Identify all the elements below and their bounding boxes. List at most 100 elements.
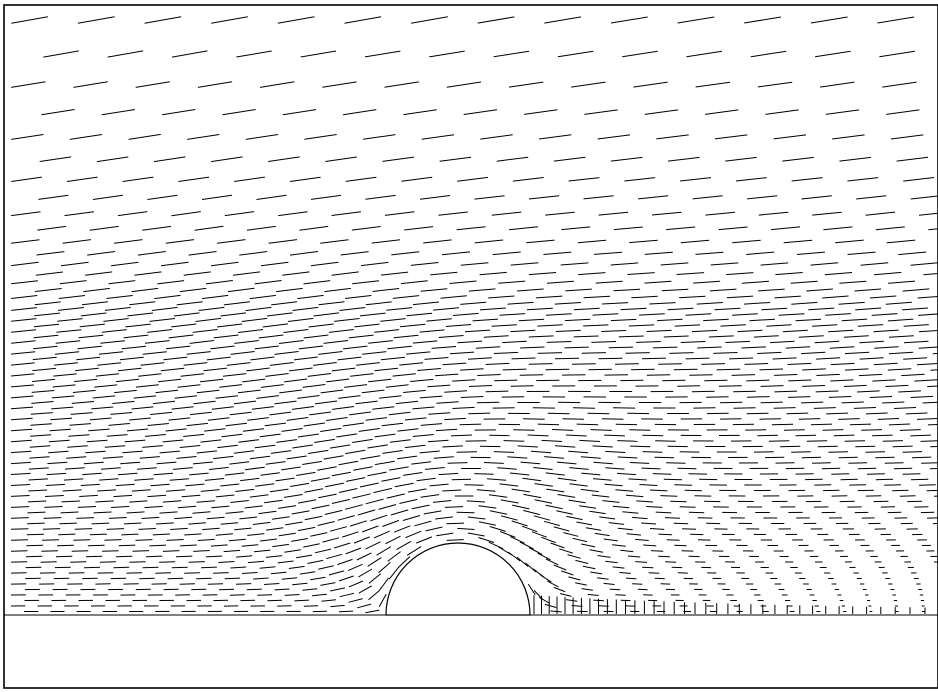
flow-dash	[583, 324, 609, 327]
flow-dash	[11, 307, 37, 311]
flow-dash	[324, 287, 351, 293]
flow-dash	[674, 324, 701, 327]
flow-dash	[841, 401, 864, 404]
flow-dash	[786, 412, 809, 415]
flow-dash	[203, 367, 228, 372]
flow-dash	[222, 373, 247, 377]
flow-dash	[638, 195, 669, 200]
flow-dash	[914, 379, 938, 382]
flow-dash	[541, 439, 563, 442]
flow-dash	[85, 450, 106, 454]
flow-dash	[43, 517, 62, 519]
flow-dash	[632, 516, 648, 520]
flow-dash	[622, 50, 658, 58]
flow-dash	[546, 280, 574, 284]
flow-dash	[11, 295, 38, 299]
flow-dash	[292, 582, 308, 586]
flow-dash	[339, 307, 366, 311]
flow-dash	[517, 445, 538, 448]
flow-dash	[153, 472, 174, 476]
flow-dash	[626, 533, 641, 536]
flow-dash	[399, 498, 418, 504]
flow-dash	[594, 532, 610, 537]
flow-dash	[242, 378, 266, 383]
flow-dash	[92, 395, 116, 399]
flow-dash	[241, 317, 268, 322]
flow-dash	[256, 194, 287, 200]
flow-dash	[28, 489, 48, 492]
flow-dash	[879, 50, 915, 58]
flow-dash	[83, 461, 104, 465]
flow-dash	[235, 583, 252, 585]
flow-dash	[467, 357, 492, 360]
flow-dash	[160, 261, 189, 267]
flow-dash	[55, 555, 73, 558]
flow-dash	[572, 537, 588, 543]
flow-dash	[197, 81, 233, 88]
flow-dash	[353, 536, 370, 544]
flow-dash	[910, 434, 931, 437]
flow-dash	[365, 609, 380, 614]
flow-dash	[359, 482, 379, 488]
flow-dash	[77, 16, 115, 24]
flow-dash	[633, 81, 668, 88]
flow-dash	[609, 588, 621, 591]
flow-dash	[87, 251, 116, 256]
flow-dash	[912, 456, 932, 459]
flow-dash	[533, 515, 551, 521]
flow-dash	[676, 272, 705, 275]
flow-dash	[488, 494, 508, 498]
flow-dash	[402, 515, 421, 521]
flow-dash	[561, 570, 574, 576]
flow-dash	[219, 384, 243, 388]
flow-dash	[194, 225, 224, 231]
flow-dash	[714, 134, 748, 140]
flow-dash	[229, 411, 252, 416]
flow-dash	[788, 379, 812, 382]
flow-dash	[696, 302, 723, 305]
flow-dash	[256, 395, 279, 399]
flow-dash	[826, 412, 848, 415]
flow-dash	[325, 482, 344, 488]
flow-dash	[492, 251, 521, 256]
flow-dash	[96, 156, 129, 163]
flow-dash	[644, 109, 679, 115]
flow-dash	[553, 564, 567, 571]
flow-dash	[367, 557, 382, 567]
flow-dash	[544, 16, 582, 24]
flow-dash	[929, 468, 938, 470]
flow-dash	[507, 551, 521, 562]
flow-dash	[771, 423, 794, 426]
flow-dash	[197, 538, 215, 541]
flow-dash	[304, 515, 323, 521]
flow-dash	[57, 307, 84, 311]
flow-dash	[353, 466, 373, 471]
flow-dash	[521, 525, 538, 533]
flow-dash	[874, 271, 902, 276]
flow-dash	[254, 444, 276, 449]
flow-dash	[927, 423, 938, 426]
flow-dash	[10, 484, 31, 486]
flow-dash	[581, 588, 593, 591]
flow-dash	[142, 566, 159, 569]
flow-dash	[129, 417, 151, 421]
flow-dash	[108, 280, 136, 285]
flow-dash	[589, 549, 604, 553]
flow-dash	[39, 156, 72, 162]
flow-dash	[651, 211, 682, 216]
flow-dash	[27, 522, 45, 525]
flow-dash	[250, 356, 275, 361]
flow-dash	[98, 351, 124, 355]
flow-dash	[77, 506, 97, 508]
flow-dash	[791, 177, 823, 182]
flow-dash	[666, 226, 696, 231]
flow-dash	[11, 239, 40, 244]
flow-dash	[663, 478, 683, 481]
flow-dash	[802, 385, 826, 387]
flow-dash	[266, 312, 293, 317]
flow-dash	[798, 335, 824, 338]
flow-dash	[920, 440, 938, 442]
flow-dash	[147, 194, 178, 200]
flow-dash	[843, 384, 867, 387]
flow-dash	[314, 438, 335, 443]
